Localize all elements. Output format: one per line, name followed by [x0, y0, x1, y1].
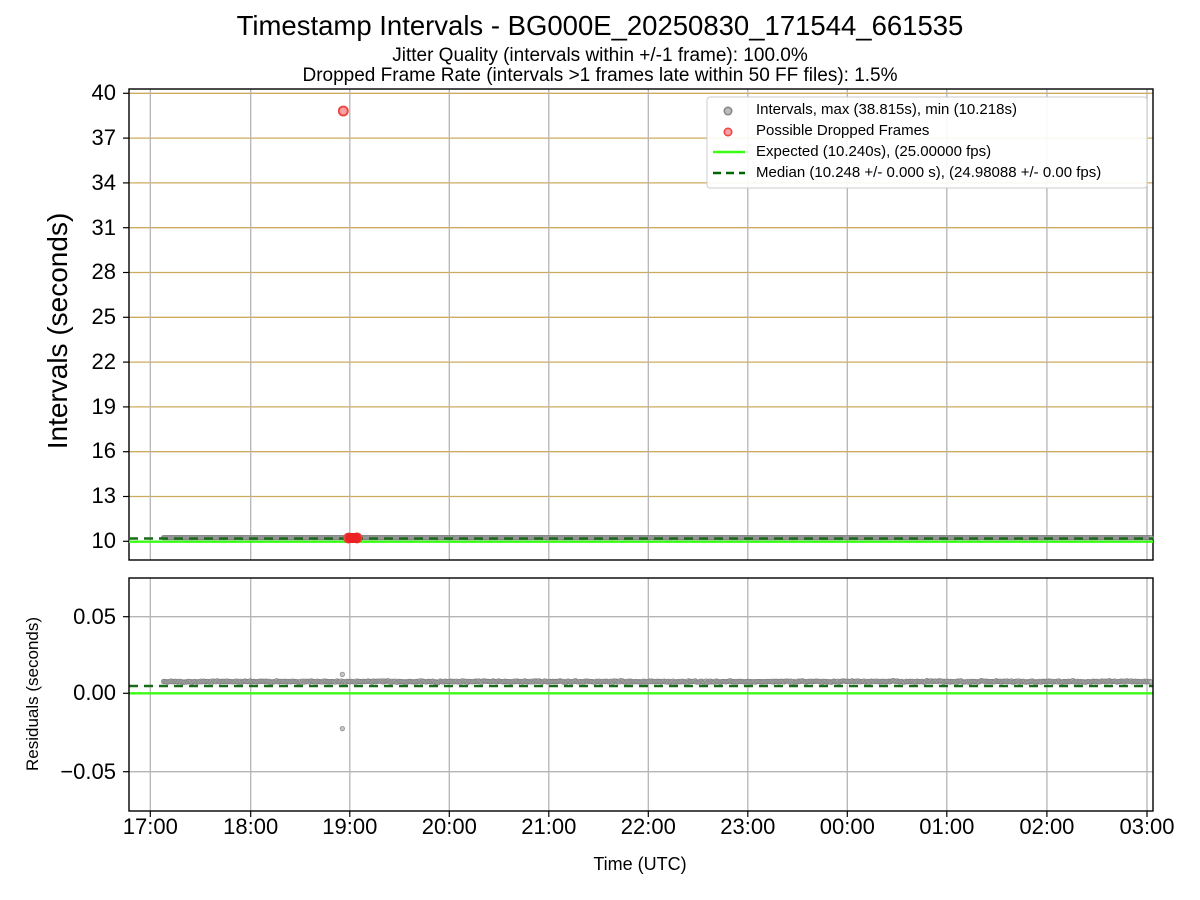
svg-text:01:00: 01:00	[919, 814, 974, 839]
svg-text:Median (10.248 +/- 0.000 s), (: Median (10.248 +/- 0.000 s), (24.98088 +…	[756, 164, 1101, 181]
svg-text:25: 25	[92, 304, 116, 329]
svg-text:02:00: 02:00	[1019, 814, 1074, 839]
svg-text:10: 10	[92, 528, 116, 553]
svg-text:28: 28	[92, 259, 116, 284]
svg-text:31: 31	[92, 215, 116, 240]
svg-text:19: 19	[92, 394, 116, 419]
svg-text:13: 13	[92, 483, 116, 508]
svg-text:Jitter Quality (intervals with: Jitter Quality (intervals within +/-1 fr…	[392, 45, 808, 66]
svg-text:Expected (10.240s), (25.00000: Expected (10.240s), (25.00000 fps)	[756, 143, 991, 160]
svg-text:−0.05: −0.05	[60, 759, 116, 784]
svg-text:40: 40	[92, 80, 116, 105]
svg-text:16: 16	[92, 438, 116, 463]
svg-text:Possible Dropped Frames: Possible Dropped Frames	[756, 122, 929, 139]
svg-text:Intervals (seconds): Intervals (seconds)	[42, 213, 73, 450]
svg-text:0.05: 0.05	[73, 604, 116, 629]
svg-text:Intervals, max (38.815s), min: Intervals, max (38.815s), min (10.218s)	[756, 101, 1017, 118]
svg-text:22:00: 22:00	[621, 814, 676, 839]
svg-text:0.00: 0.00	[73, 680, 116, 705]
svg-text:20:00: 20:00	[422, 814, 477, 839]
svg-text:37: 37	[92, 125, 116, 150]
svg-text:23:00: 23:00	[720, 814, 775, 839]
svg-text:17:00: 17:00	[123, 814, 178, 839]
svg-text:Time (UTC): Time (UTC)	[593, 854, 686, 874]
svg-text:22: 22	[92, 349, 116, 374]
svg-text:03:00: 03:00	[1119, 814, 1174, 839]
svg-text:Dropped Frame Rate (intervals: Dropped Frame Rate (intervals >1 frames …	[302, 65, 897, 86]
svg-text:Residuals (seconds): Residuals (seconds)	[23, 617, 42, 771]
svg-text:19:00: 19:00	[322, 814, 377, 839]
svg-text:34: 34	[92, 170, 116, 195]
svg-text:18:00: 18:00	[223, 814, 278, 839]
svg-text:Timestamp Intervals - BG000E_2: Timestamp Intervals - BG000E_20250830_17…	[237, 10, 964, 41]
svg-text:00:00: 00:00	[820, 814, 875, 839]
svg-text:21:00: 21:00	[521, 814, 576, 839]
